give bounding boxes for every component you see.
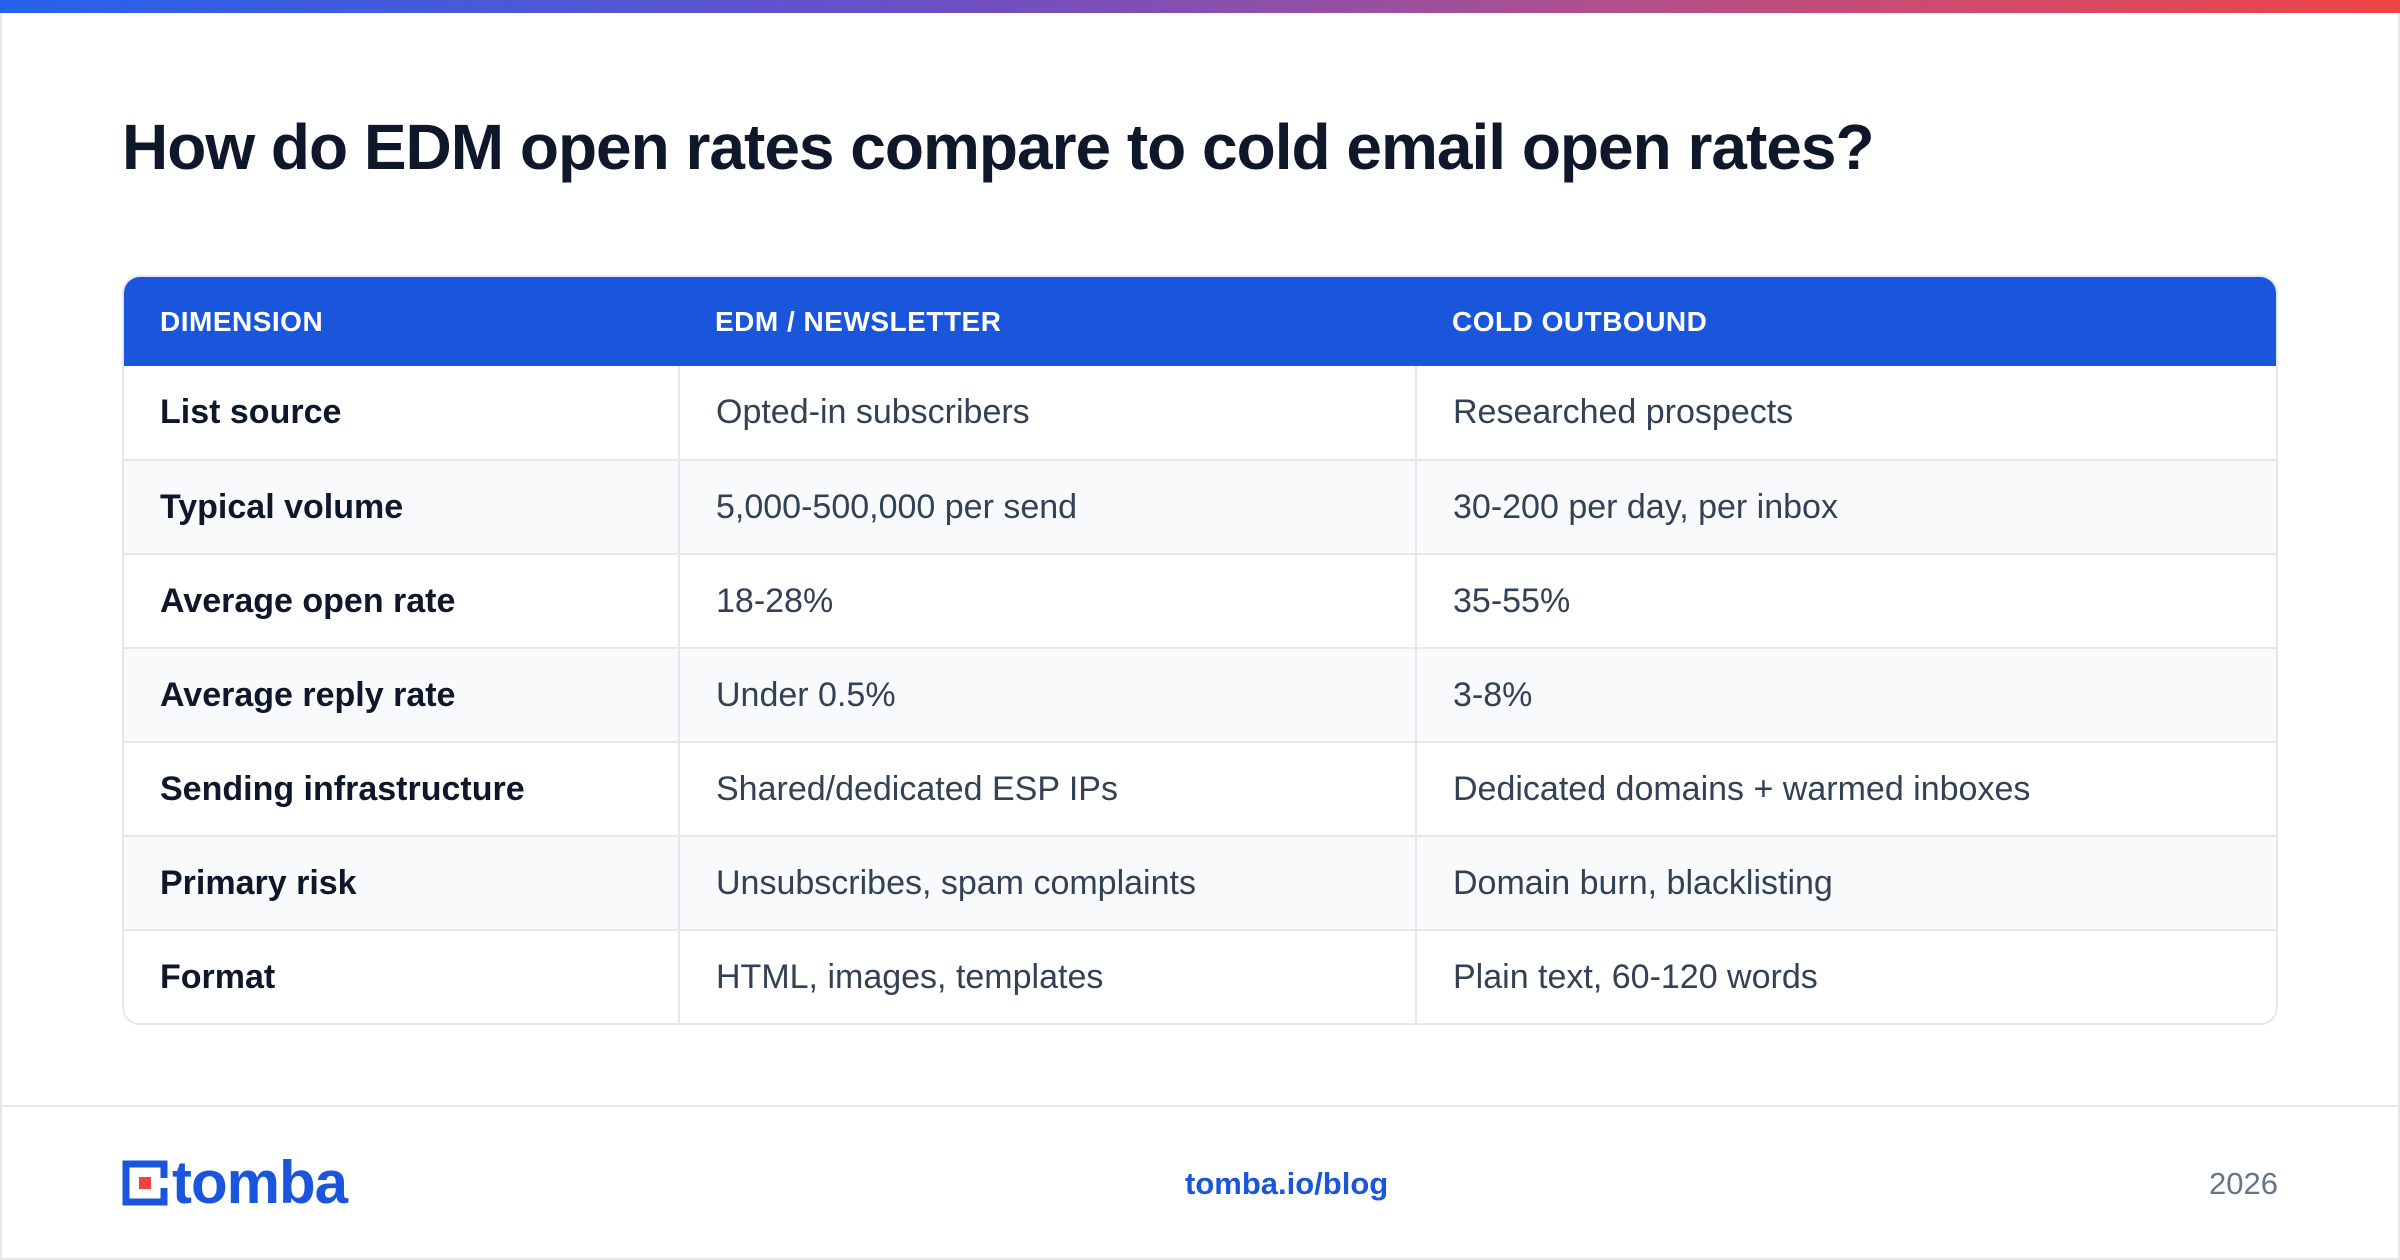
row-edm-value: 18-28%	[678, 553, 1416, 648]
blog-link[interactable]: tomba.io/blog	[1185, 1166, 1389, 1201]
row-edm-value: 5,000-500,000 per send	[678, 459, 1416, 554]
row-dimension: Average open rate	[124, 553, 679, 648]
footer-year: 2026	[2209, 1166, 2278, 1201]
table-row: Primary risk Unsubscribes, spam complain…	[124, 835, 2276, 930]
comparison-table-container: DIMENSION EDM / NEWSLETTER COLD OUTBOUND…	[122, 275, 2278, 1025]
row-cold-value: Dedicated domains + warmed inboxes	[1415, 741, 2276, 836]
row-edm-value: Unsubscribes, spam complaints	[678, 835, 1416, 930]
row-cold-value: Plain text, 60-120 words	[1415, 929, 2276, 1023]
header-dimension: DIMENSION	[160, 305, 324, 337]
header-cold-outbound: COLD OUTBOUND	[1452, 305, 1708, 337]
row-edm-value: HTML, images, templates	[678, 929, 1416, 1023]
table-row: Sending infrastructure Shared/dedicated …	[124, 741, 2276, 836]
row-dimension: List source	[160, 393, 342, 431]
tomba-logo: tomba	[122, 1149, 348, 1216]
row-dimension: Primary risk	[124, 835, 679, 930]
row-dimension: Format	[124, 929, 679, 1023]
row-edm-value: Shared/dedicated ESP IPs	[678, 741, 1416, 836]
table-row: List source Opted-in subscribers Researc…	[124, 366, 2276, 460]
tomba-logo-icon	[122, 1160, 168, 1206]
row-dimension: Sending infrastructure	[124, 741, 679, 836]
comparison-table: DIMENSION EDM / NEWSLETTER COLD OUTBOUND…	[124, 277, 2276, 1023]
row-cold-value: 30-200 per day, per inbox	[1415, 459, 2276, 554]
page-title: How do EDM open rates compare to cold em…	[122, 111, 1875, 183]
table-row: Typical volume 5,000-500,000 per send 30…	[124, 459, 2276, 554]
logo-wordmark: tomba	[172, 1149, 348, 1216]
table-row: Average open rate 18-28% 35-55%	[124, 553, 2276, 648]
row-cold-value: Domain burn, blacklisting	[1415, 835, 2276, 930]
table-row: Average reply rate Under 0.5% 3-8%	[124, 647, 2276, 742]
row-dimension: Average reply rate	[124, 647, 679, 742]
header-edm-newsletter: EDM / NEWSLETTER	[715, 305, 1002, 337]
gradient-top-bar	[0, 0, 2400, 13]
row-cold-value: Researched prospects	[1415, 366, 2276, 460]
table-row: Format HTML, images, templates Plain tex…	[124, 929, 2276, 1023]
row-cold-value: 35-55%	[1415, 553, 2276, 648]
table-header-row: DIMENSION EDM / NEWSLETTER COLD OUTBOUND	[124, 277, 2276, 366]
row-dimension: Typical volume	[124, 459, 679, 554]
footer-divider	[0, 1105, 2400, 1107]
row-cold-value: 3-8%	[1415, 647, 2276, 742]
row-edm-value: Under 0.5%	[678, 647, 1416, 742]
row-edm-value: Opted-in subscribers	[678, 366, 1416, 460]
